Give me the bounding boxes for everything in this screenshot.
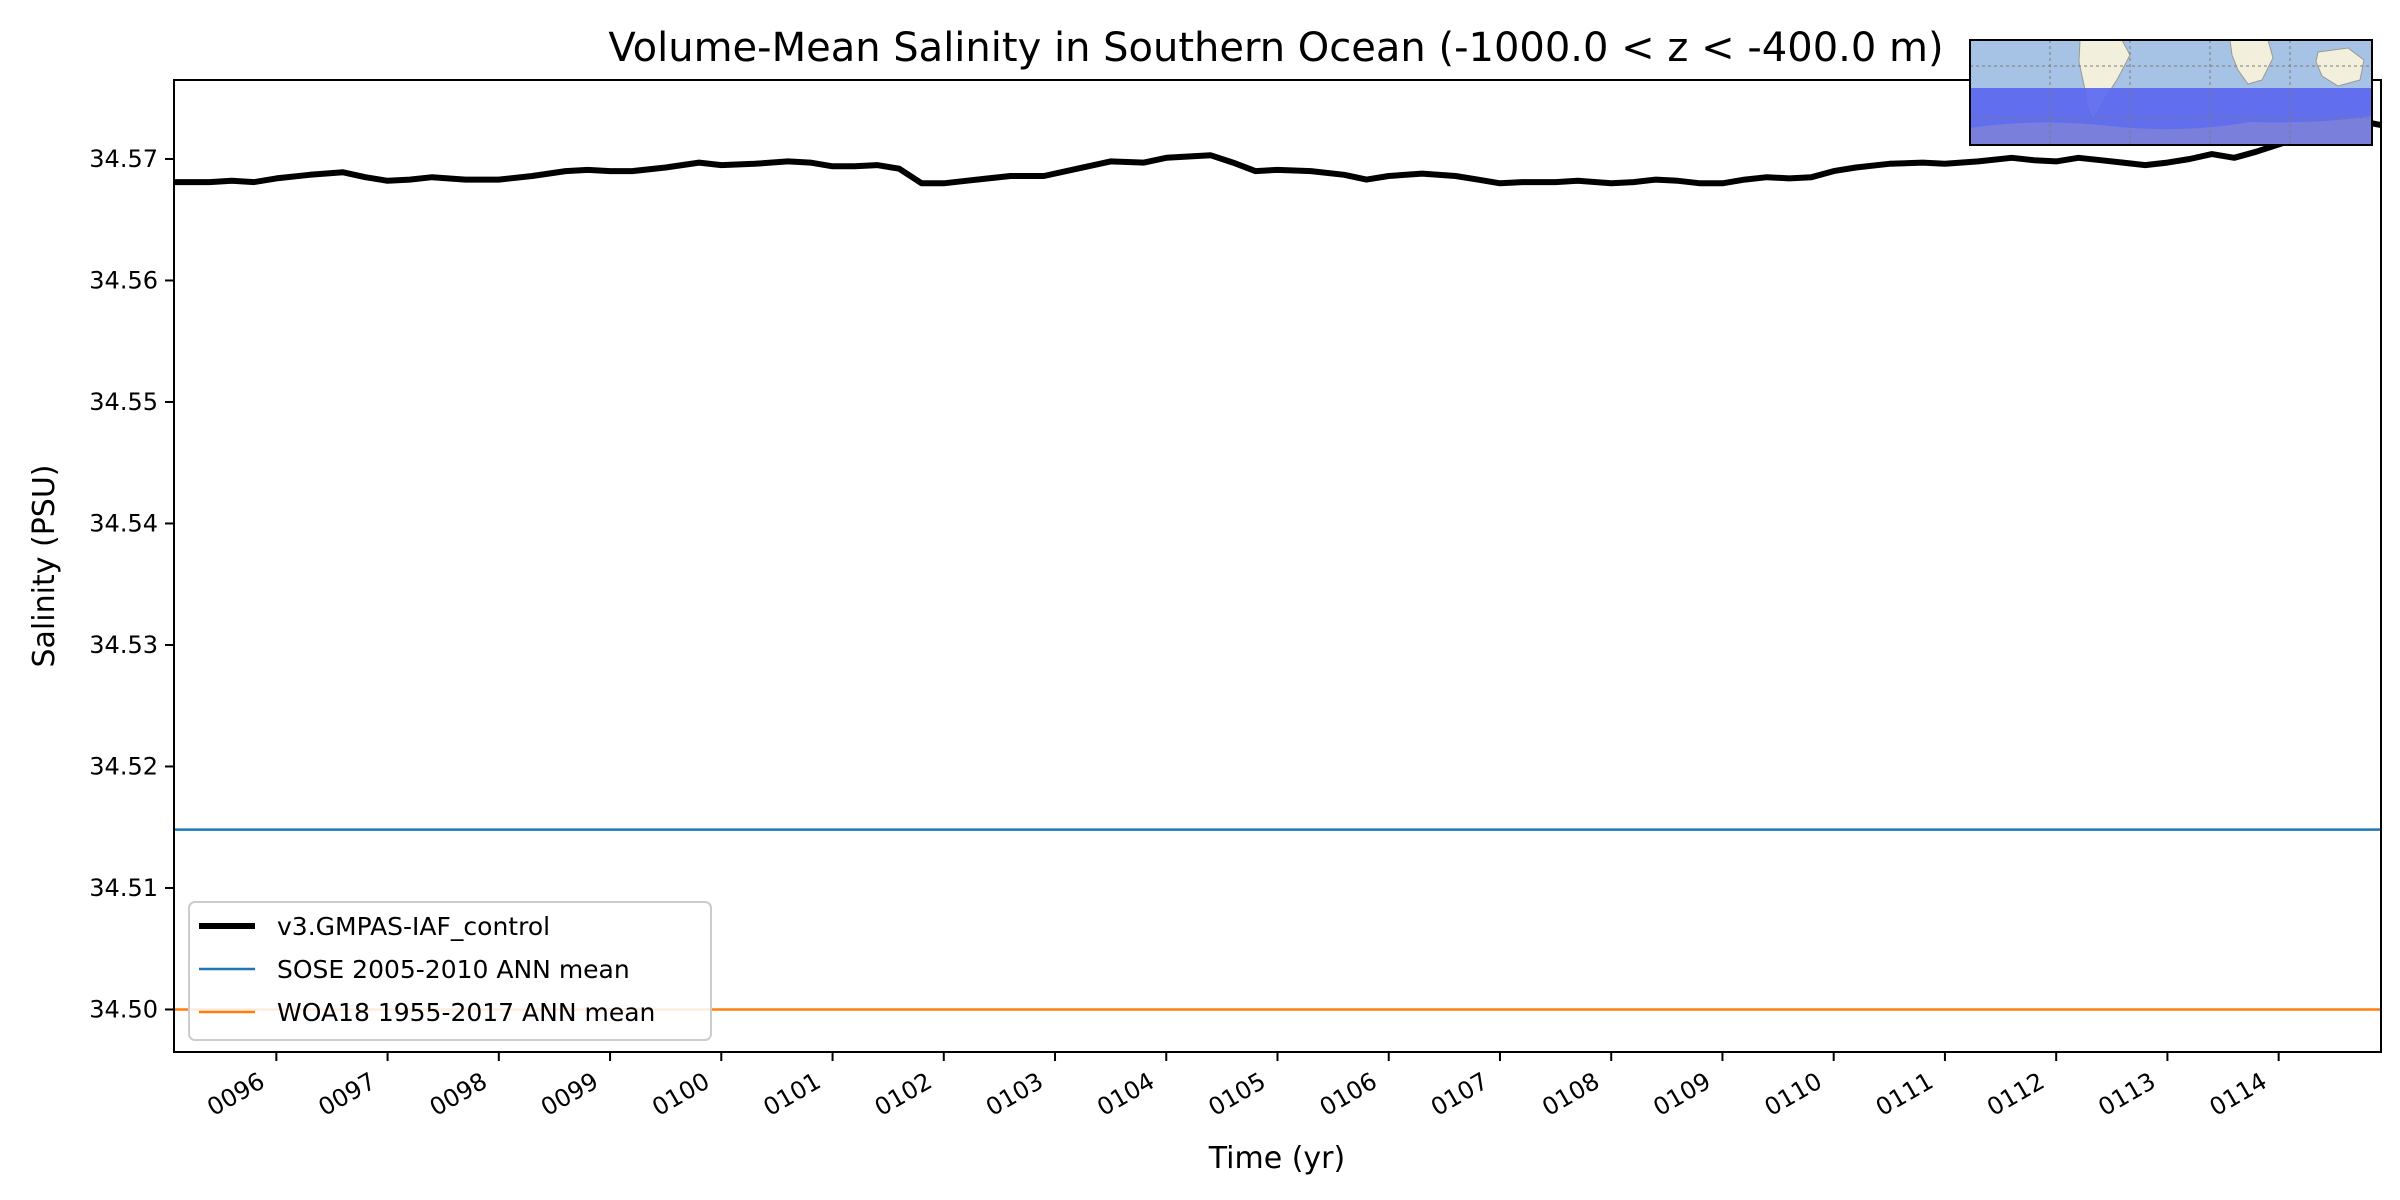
x-tick-label: 0111 [1871, 1067, 1938, 1122]
chart-title: Volume-Mean Salinity in Southern Ocean (… [608, 25, 1943, 71]
x-tick-label: 0103 [981, 1067, 1048, 1122]
y-tick-label: 34.56 [89, 266, 158, 294]
x-tick-label: 0114 [2205, 1067, 2272, 1122]
y-axis-label: Salinity (PSU) [27, 465, 62, 668]
inset-map [1969, 39, 2373, 146]
plot-area [174, 119, 2381, 1011]
legend-label-2: WOA18 1955-2017 ANN mean [277, 998, 655, 1027]
inset-map-content [1970, 40, 2372, 145]
x-tick-label: 0104 [1092, 1067, 1159, 1122]
y-tick-label: 34.53 [89, 631, 158, 659]
x-tick-label: 0107 [1426, 1067, 1493, 1122]
legend: v3.GMPAS-IAF_control SOSE 2005-2010 ANN m… [188, 901, 712, 1041]
legend-label-0: v3.GMPAS-IAF_control [277, 912, 550, 941]
x-tick-label: 0105 [1204, 1067, 1271, 1122]
x-tick-label: 0109 [1649, 1067, 1716, 1122]
x-tick-label: 0106 [1315, 1067, 1382, 1122]
land-antarctica [1970, 116, 2372, 145]
x-tick-label: 0113 [2094, 1067, 2161, 1122]
land-africa [2229, 40, 2274, 85]
y-tick-label: 34.55 [89, 388, 158, 416]
legend-label-1: SOSE 2005-2010 ANN mean [277, 955, 630, 984]
x-tick-label: 0110 [1760, 1067, 1827, 1122]
series-line-0 [174, 119, 2381, 187]
x-tick-label: 0099 [536, 1067, 603, 1122]
x-tick-label: 0096 [202, 1067, 269, 1122]
x-tick-label: 0108 [1537, 1067, 1604, 1122]
y-tick-label: 34.51 [89, 874, 158, 902]
x-tick-label: 0100 [647, 1067, 714, 1122]
y-tick-label: 34.50 [89, 995, 158, 1023]
x-tick-label: 0112 [1982, 1067, 2049, 1122]
x-tick-label: 0098 [425, 1067, 492, 1122]
x-tick-label: 0102 [870, 1067, 937, 1122]
x-axis-label: Time (yr) [1208, 1141, 1345, 1176]
y-tick-label: 34.57 [89, 145, 158, 173]
y-tick-label: 34.54 [89, 509, 158, 537]
x-tick-label: 0097 [314, 1067, 381, 1122]
land-australia [2315, 47, 2365, 87]
legend-box [188, 901, 712, 1041]
x-tick-label: 0101 [759, 1067, 826, 1122]
y-tick-label: 34.52 [89, 752, 158, 780]
inset-map-frame [1969, 39, 2373, 146]
series-lines [174, 119, 2381, 1011]
